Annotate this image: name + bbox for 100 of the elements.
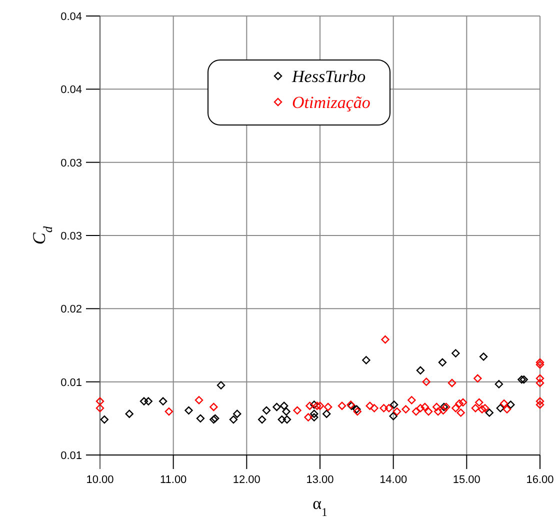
point — [282, 407, 290, 416]
x-tick-label: 11.00 — [160, 474, 187, 486]
x-tick-label: 15.00 — [452, 474, 480, 486]
point — [416, 404, 425, 412]
point — [322, 410, 331, 418]
point — [316, 402, 324, 410]
point — [384, 404, 394, 412]
point — [304, 413, 312, 422]
point — [502, 405, 512, 414]
point — [474, 374, 482, 383]
y-tick-label: 0.04 — [60, 11, 82, 23]
point — [366, 402, 374, 410]
point — [194, 396, 204, 404]
point — [310, 413, 318, 422]
point — [452, 404, 460, 412]
point — [496, 404, 504, 412]
point — [392, 407, 402, 416]
point — [310, 400, 318, 409]
point — [500, 399, 508, 408]
point — [536, 400, 544, 409]
point — [448, 378, 456, 388]
point — [196, 414, 205, 423]
point — [442, 402, 450, 412]
point — [434, 407, 442, 416]
x-axis-title: α$_{1}$ — [312, 494, 328, 519]
point — [338, 402, 346, 410]
point — [416, 366, 425, 374]
y-tick-label: 0.03 — [60, 230, 82, 242]
point — [432, 402, 441, 412]
point — [506, 400, 515, 409]
point — [456, 408, 465, 417]
x-tick-label: 13.00 — [306, 474, 334, 486]
point — [280, 402, 288, 410]
legend-label: HessTurbo — [291, 67, 366, 86]
point — [390, 400, 398, 409]
point — [536, 374, 544, 383]
point — [216, 381, 226, 390]
point — [536, 358, 544, 366]
point — [439, 406, 448, 415]
point — [353, 407, 362, 416]
point — [140, 397, 148, 406]
point — [96, 397, 104, 406]
point — [324, 402, 332, 412]
point — [381, 335, 390, 344]
point — [536, 397, 544, 406]
y-tick-label: 0.01 — [60, 450, 82, 462]
point — [478, 405, 486, 414]
point — [210, 402, 218, 412]
point — [362, 356, 370, 364]
x-tick-label: 10.00 — [86, 474, 114, 486]
point — [480, 404, 490, 412]
point — [164, 407, 174, 416]
point — [352, 405, 361, 414]
point — [536, 378, 544, 388]
point — [125, 410, 134, 418]
point — [306, 402, 314, 410]
point — [229, 415, 238, 424]
point — [312, 402, 322, 410]
point — [233, 410, 242, 418]
point — [438, 358, 447, 366]
y-tick-label: 0.04 — [60, 84, 82, 96]
point — [310, 410, 318, 418]
point — [278, 415, 286, 424]
x-tick-label: 14.00 — [380, 474, 408, 486]
point — [158, 397, 168, 406]
point — [479, 352, 488, 361]
point — [402, 405, 410, 414]
legend-label: Otimização — [292, 93, 370, 112]
point — [494, 380, 504, 388]
point — [293, 406, 302, 415]
point — [262, 406, 271, 415]
point — [96, 404, 104, 412]
x-tick-label: 12.00 — [232, 474, 260, 486]
point — [184, 406, 193, 415]
point — [452, 349, 460, 358]
point — [518, 375, 526, 384]
point — [458, 398, 468, 407]
point — [144, 397, 152, 406]
x-tick-label: 16.00 — [526, 474, 554, 486]
point — [258, 415, 266, 424]
point — [100, 415, 108, 424]
point — [408, 396, 416, 404]
point — [471, 404, 480, 412]
point — [380, 404, 388, 412]
point — [389, 412, 398, 420]
point — [536, 360, 544, 369]
point — [485, 408, 494, 417]
point — [420, 402, 429, 412]
point — [412, 407, 420, 416]
point — [455, 399, 464, 408]
point — [422, 378, 430, 386]
y-tick-label: 0.01 — [60, 376, 82, 389]
y-tick-label: 0.02 — [60, 304, 82, 316]
point — [282, 415, 292, 424]
point — [370, 404, 378, 412]
point — [520, 375, 528, 384]
point — [475, 398, 484, 407]
y-tick-label: 0.03 — [60, 157, 82, 170]
point — [424, 407, 433, 416]
point — [272, 402, 281, 412]
